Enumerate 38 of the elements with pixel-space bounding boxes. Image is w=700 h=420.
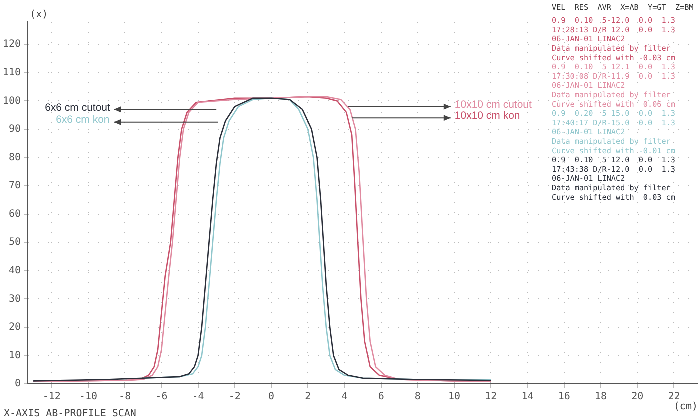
x-tick-label: -10 <box>79 392 98 403</box>
x-axis-title: (cm) <box>674 402 698 413</box>
y-tick-label: 80 <box>9 152 22 164</box>
text: 10x10 cm kon <box>454 110 520 124</box>
y-tick-label: 10 <box>9 350 22 362</box>
y-tick-label: 50 <box>9 237 22 248</box>
y-tick-label: 30 <box>9 294 22 305</box>
x-tick-label: 2 <box>305 392 312 403</box>
x-tick-label: -4 <box>192 392 204 403</box>
x-tick-label: 6 <box>378 392 384 403</box>
x-tick-label: 12 <box>485 392 498 403</box>
y-tick-label: 70 <box>9 180 22 192</box>
x-tick-label: -8 <box>119 392 132 403</box>
x-tick-label: 20 <box>632 392 644 403</box>
text: 10x10 cm cutout <box>454 98 532 111</box>
y-tick-label: 100 <box>3 96 22 107</box>
x-tick-label: -2 <box>228 392 241 403</box>
x-tick-label: 16 <box>558 392 570 403</box>
y-tick-label: 60 <box>9 208 22 220</box>
x-tick-label: -12 <box>42 392 61 403</box>
y-tick-label: 0 <box>15 378 22 390</box>
x-tick-label: 0 <box>268 392 275 403</box>
x-tick-label: 22 <box>668 392 680 403</box>
y-tick-label: 90 <box>9 124 22 136</box>
text: 6x6 cm kon <box>56 114 110 128</box>
text: X-AXIS AB-PROFILE SCAN <box>4 408 136 420</box>
x-tick-label: 18 <box>594 392 608 403</box>
y-tick-label: 40 <box>9 265 22 276</box>
y-axis-title: (x) <box>30 10 48 21</box>
x-tick-label: -6 <box>156 392 168 403</box>
x-tick-label: 14 <box>522 392 534 403</box>
text: 6x6 cm cutout <box>45 102 110 115</box>
y-tick-label: 120 <box>3 39 22 50</box>
y-tick-label: 20 <box>9 322 22 334</box>
x-tick-label: 8 <box>414 392 421 403</box>
x-tick-label: 4 <box>342 392 348 403</box>
y-tick-label: 110 <box>3 68 22 78</box>
x-tick-label: 10 <box>448 392 461 403</box>
